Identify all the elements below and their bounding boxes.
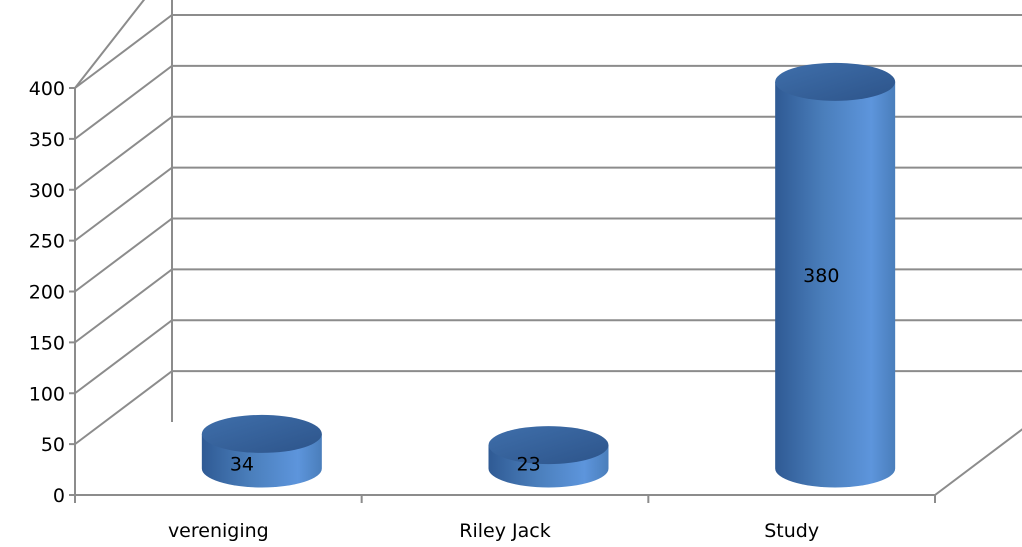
x-axis-category-labels: vereniging Riley Jack Study <box>168 520 819 542</box>
y-axis-tick-labels: 0 50 100 150 200 250 300 350 400 <box>29 78 65 507</box>
y-tick-label: 400 <box>29 78 65 100</box>
bar-study: 380 <box>775 62 896 488</box>
bar-top <box>488 426 609 465</box>
gridline-top <box>74 0 146 89</box>
y-tick-label: 300 <box>29 180 65 202</box>
bar-top <box>201 414 322 453</box>
bars: 34 23 380 <box>201 62 896 488</box>
x-category-label: Study <box>764 520 819 542</box>
bar-body <box>775 81 896 488</box>
bar-riley-jack: 23 <box>488 426 609 488</box>
data-label: 34 <box>230 454 254 476</box>
y-tick-label: 150 <box>29 332 65 354</box>
bar-top <box>775 62 896 101</box>
y-tick-label: 50 <box>41 434 65 456</box>
data-label: 380 <box>803 265 839 287</box>
y-tick-label: 100 <box>29 383 65 405</box>
x-category-label: vereniging <box>168 520 269 542</box>
bar-vereniging: 34 <box>201 414 322 488</box>
y-tick-label: 200 <box>29 282 65 304</box>
data-label: 23 <box>517 454 541 476</box>
x-category-label: Riley Jack <box>459 520 550 542</box>
y-tick-label: 350 <box>29 129 65 151</box>
axes <box>69 0 1022 503</box>
y-tick-label: 0 <box>53 485 65 507</box>
y-tick-label: 250 <box>29 231 65 253</box>
